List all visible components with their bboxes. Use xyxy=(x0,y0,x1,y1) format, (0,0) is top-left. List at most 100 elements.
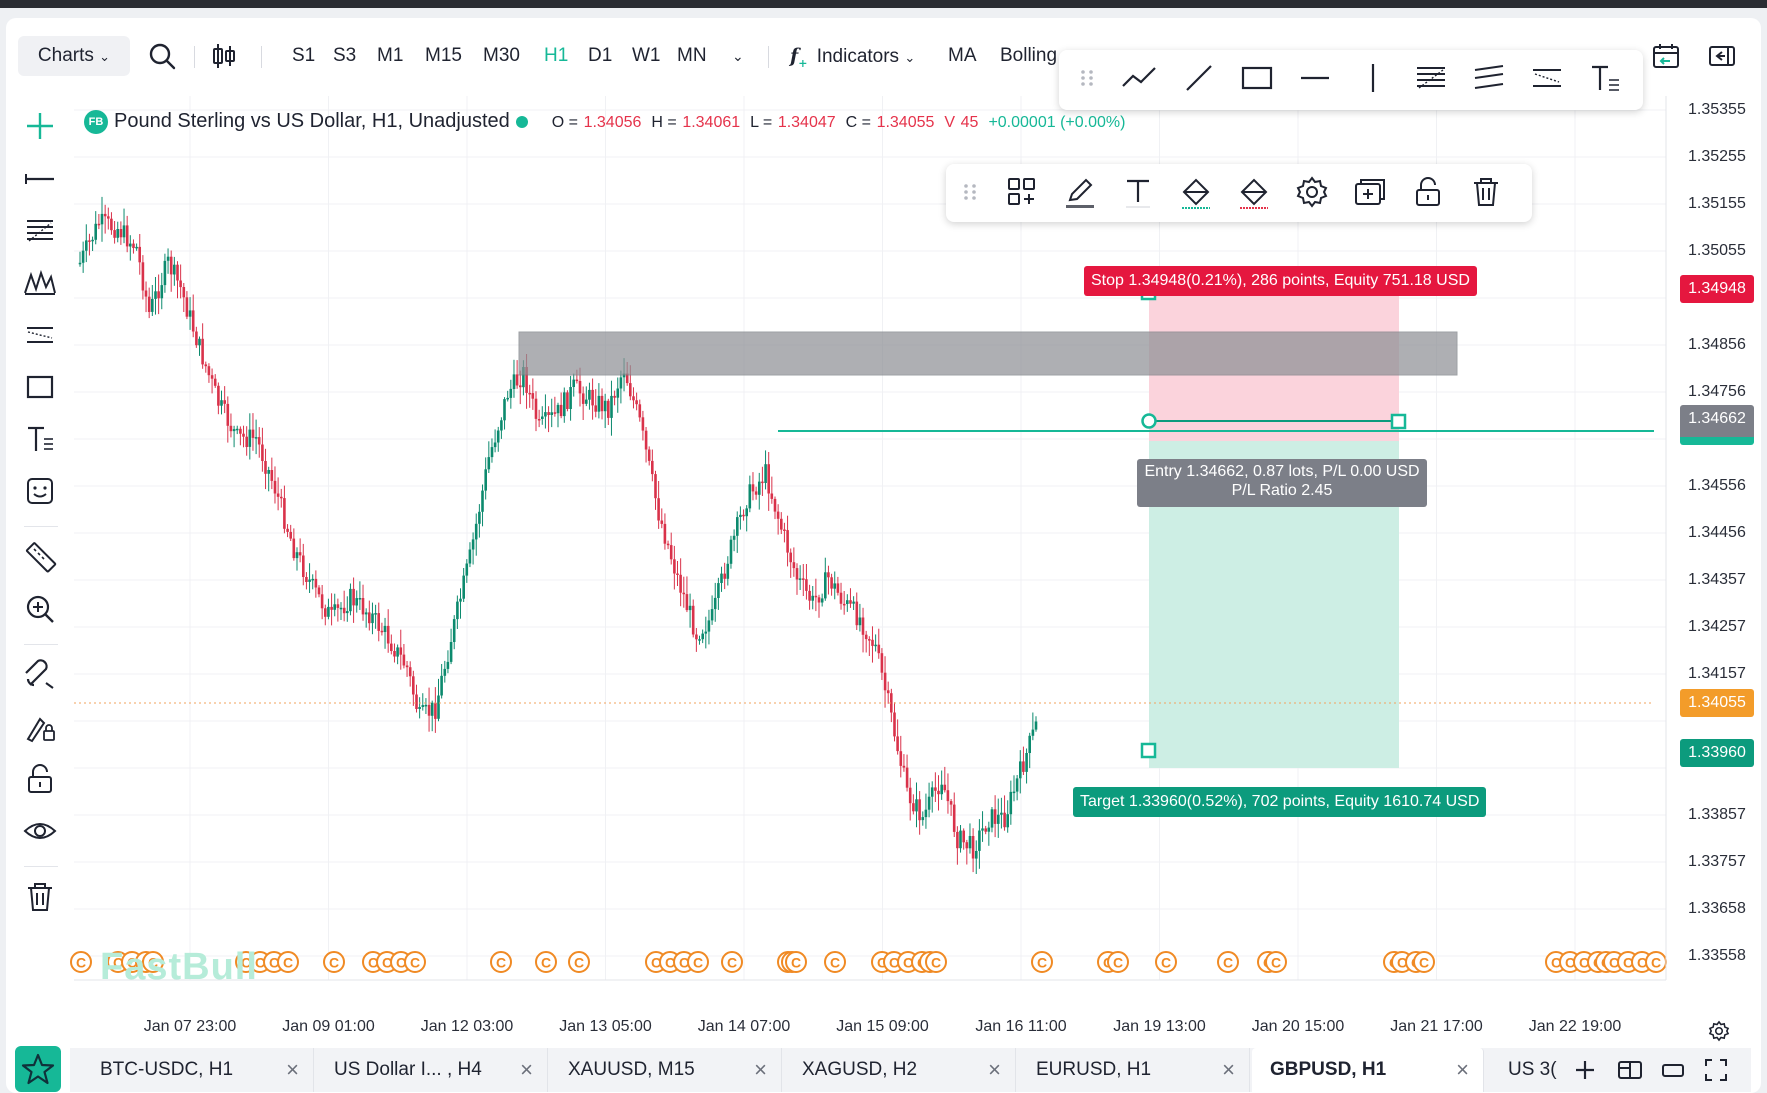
favorites-star-button[interactable] xyxy=(15,1046,61,1092)
drag-handle-icon[interactable] xyxy=(950,172,990,212)
bollinger-button[interactable]: Bolling xyxy=(1000,45,1058,66)
add-tab-icon[interactable] xyxy=(1571,1056,1599,1084)
entry-handle[interactable] xyxy=(1141,413,1157,429)
timeframe-h1[interactable]: H1 xyxy=(544,45,569,66)
event-marker-circle[interactable] xyxy=(721,951,743,973)
event-marker-circle[interactable] xyxy=(687,951,709,973)
ma-button[interactable]: MA xyxy=(948,45,977,66)
timeframe-s1[interactable]: S1 xyxy=(292,45,316,66)
candle-type-icon[interactable] xyxy=(208,40,240,72)
width-handle[interactable] xyxy=(1390,413,1407,430)
pattern-icon[interactable] xyxy=(20,263,60,303)
chart-tab[interactable]: XAGUSD, H2 × xyxy=(784,1048,1016,1092)
event-marker-circle[interactable] xyxy=(568,951,590,973)
event-marker-circle[interactable] xyxy=(323,951,345,973)
more-timeframes-chevron-icon[interactable]: ⌄ xyxy=(732,48,744,64)
close-tab-icon[interactable]: × xyxy=(988,1057,1001,1082)
event-marker-label: C xyxy=(1113,955,1123,971)
event-marker-circle[interactable] xyxy=(1155,951,1177,973)
chart-tab[interactable]: XAUUSD, M15 × xyxy=(550,1048,782,1092)
stop-loss-label[interactable]: Stop 1.34948(0.21%), 286 points, Equity … xyxy=(1084,266,1477,296)
event-marker-circle[interactable] xyxy=(142,951,164,973)
add-template-icon[interactable] xyxy=(1002,172,1042,212)
entry-label[interactable]: Entry 1.34662, 0.87 lots, P/L 0.00 USD P… xyxy=(1137,459,1427,507)
event-marker-circle[interactable] xyxy=(824,951,846,973)
chart-settings-gear-icon[interactable] xyxy=(1706,1018,1732,1044)
event-marker-circle[interactable] xyxy=(404,951,426,973)
event-marker-circle[interactable] xyxy=(490,951,512,973)
event-marker-circle[interactable] xyxy=(1031,951,1053,973)
timeframe-d1[interactable]: D1 xyxy=(588,45,613,66)
event-marker-circle[interactable] xyxy=(1107,951,1129,973)
event-marker-circle[interactable] xyxy=(785,951,807,973)
polyline-icon[interactable] xyxy=(1119,58,1159,98)
vertical-line-icon[interactable] xyxy=(1353,58,1393,98)
chart-tab[interactable]: EURUSD, H1 × xyxy=(1018,1048,1250,1092)
ruler-icon[interactable] xyxy=(20,537,60,577)
close-tab-icon[interactable]: × xyxy=(754,1057,767,1082)
chart-tab[interactable]: GBPUSD, H1 × xyxy=(1252,1048,1484,1092)
single-layout-icon[interactable] xyxy=(1659,1056,1687,1084)
target-handle[interactable] xyxy=(1140,742,1157,759)
fill-green-icon[interactable] xyxy=(1176,172,1216,212)
close-tab-icon[interactable]: × xyxy=(520,1057,533,1082)
timeframe-w1[interactable]: W1 xyxy=(632,45,661,66)
close-tab-icon[interactable]: × xyxy=(286,1057,299,1082)
channel-icon[interactable] xyxy=(20,315,60,355)
timeframe-m1[interactable]: M1 xyxy=(377,45,404,66)
event-marker-circle[interactable] xyxy=(925,951,947,973)
symbol-title[interactable]: Pound Sterling vs US Dollar, H1, Unadjus… xyxy=(114,110,510,132)
magnet-icon[interactable] xyxy=(20,655,60,695)
take-profit-label[interactable]: Target 1.33960(0.52%), 702 points, Equit… xyxy=(1073,787,1487,817)
event-marker-circle[interactable] xyxy=(277,951,299,973)
indicators-button[interactable]: f+ Indicators ⌄ xyxy=(790,36,915,76)
calendar-icon[interactable] xyxy=(1650,40,1682,72)
trash-icon[interactable] xyxy=(1466,172,1506,212)
fullscreen-icon[interactable] xyxy=(1702,1056,1730,1084)
drag-handle-icon[interactable] xyxy=(1067,58,1107,98)
fib-lines-icon[interactable] xyxy=(20,211,60,251)
line-icon[interactable] xyxy=(1179,58,1219,98)
timeframe-mn[interactable]: MN xyxy=(677,45,707,66)
text-note-icon[interactable] xyxy=(1585,58,1625,98)
unlock-icon[interactable] xyxy=(1408,172,1448,212)
event-marker-circle[interactable] xyxy=(535,951,557,973)
event-marker-circle[interactable] xyxy=(1265,951,1287,973)
overflow-tab[interactable]: US 3( xyxy=(1508,1059,1557,1080)
parallel-channel-icon[interactable] xyxy=(1527,58,1567,98)
timeframe-m15[interactable]: M15 xyxy=(425,45,462,66)
trash-icon[interactable] xyxy=(20,877,60,917)
fib-retracement-icon[interactable] xyxy=(1411,58,1451,98)
lock-drawing-icon[interactable] xyxy=(20,707,60,747)
close-tab-icon[interactable]: × xyxy=(1456,1057,1469,1082)
fib-channel-icon[interactable] xyxy=(1469,58,1509,98)
emoji-icon[interactable] xyxy=(20,471,60,511)
event-marker-circle[interactable] xyxy=(1413,951,1435,973)
event-marker-circle[interactable] xyxy=(70,951,92,973)
layout-split-icon[interactable] xyxy=(1616,1056,1644,1084)
unlock-icon[interactable] xyxy=(20,759,60,799)
rectangle-icon[interactable] xyxy=(1237,58,1277,98)
fill-red-icon[interactable] xyxy=(1234,172,1274,212)
charts-menu-button[interactable]: Charts ⌄ xyxy=(18,36,130,76)
timeframe-s3[interactable]: S3 xyxy=(333,45,357,66)
timeframe-m30[interactable]: M30 xyxy=(483,45,520,66)
collapse-panel-icon[interactable] xyxy=(1706,40,1738,72)
zoom-in-icon[interactable] xyxy=(20,589,60,629)
resistance-zone[interactable] xyxy=(518,331,1458,376)
eye-icon[interactable] xyxy=(20,811,60,851)
clone-icon[interactable] xyxy=(1350,172,1390,212)
chart-tab[interactable]: BTC-USDC, H1 × xyxy=(82,1048,314,1092)
chart-tab[interactable]: US Dollar I... , H4 × xyxy=(316,1048,548,1092)
settings-gear-icon[interactable] xyxy=(1292,172,1332,212)
event-marker-circle[interactable] xyxy=(1217,951,1239,973)
pencil-icon[interactable] xyxy=(1060,172,1100,212)
text-tool-icon[interactable] xyxy=(20,419,60,459)
search-icon[interactable] xyxy=(146,40,178,72)
horizontal-line-icon[interactable] xyxy=(1295,58,1335,98)
trend-line-icon[interactable] xyxy=(20,159,60,199)
close-tab-icon[interactable]: × xyxy=(1222,1057,1235,1082)
crosshair-icon[interactable] xyxy=(20,106,60,146)
rectangle-icon[interactable] xyxy=(20,367,60,407)
text-style-icon[interactable] xyxy=(1118,172,1158,212)
